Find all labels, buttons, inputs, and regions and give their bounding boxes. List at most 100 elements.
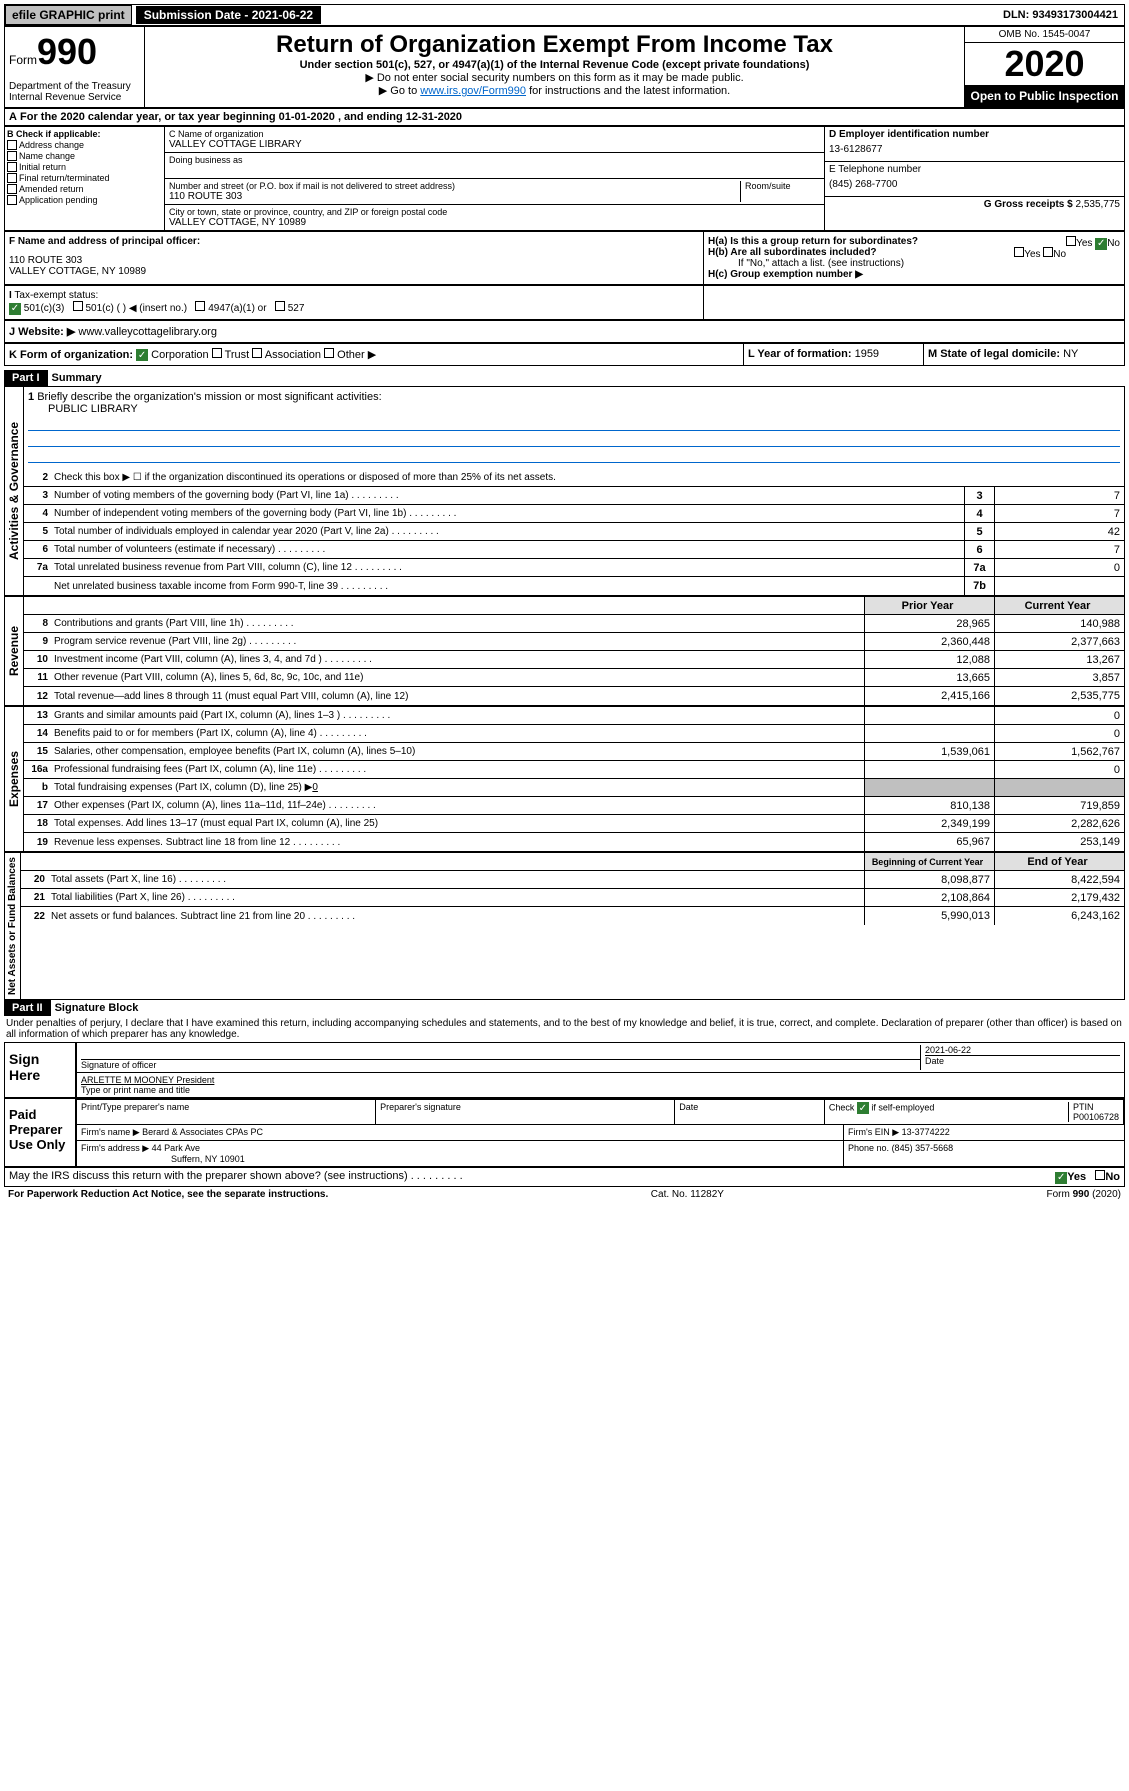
footer-left: For Paperwork Reduction Act Notice, see … bbox=[8, 1189, 328, 1200]
val3: 7 bbox=[994, 487, 1124, 504]
discuss-no[interactable] bbox=[1095, 1170, 1105, 1180]
note2-pre: ▶ Go to bbox=[379, 85, 420, 97]
firm-name-label: Firm's name ▶ bbox=[81, 1127, 140, 1137]
mission-text: PUBLIC LIBRARY bbox=[28, 403, 1120, 415]
p10: 12,088 bbox=[864, 651, 994, 668]
p16a bbox=[864, 761, 994, 778]
gross-receipts: 2,535,775 bbox=[1076, 199, 1121, 210]
chk-final[interactable] bbox=[7, 173, 17, 183]
year-formation: 1959 bbox=[855, 348, 879, 360]
open-inspection: Open to Public Inspection bbox=[965, 85, 1124, 107]
firm-name: Berard & Associates CPAs PC bbox=[142, 1127, 263, 1137]
chk-assoc[interactable] bbox=[252, 348, 262, 358]
omb-number: OMB No. 1545-0047 bbox=[965, 27, 1124, 43]
website-url[interactable]: www.valleycottagelibrary.org bbox=[78, 326, 217, 338]
firm-addr-label: Firm's address ▶ bbox=[81, 1143, 149, 1153]
chk-corp[interactable]: ✓ bbox=[136, 349, 148, 361]
c12: 2,535,775 bbox=[994, 687, 1124, 705]
entity-block: B Check if applicable: Address change Na… bbox=[4, 126, 1125, 231]
hc-label: H(c) Group exemption number ▶ bbox=[708, 269, 863, 280]
website-label: J Website: ▶ bbox=[9, 326, 75, 338]
p19: 65,967 bbox=[864, 833, 994, 851]
c22: 6,243,162 bbox=[994, 907, 1124, 925]
p14 bbox=[864, 725, 994, 742]
tax-year: 2020 bbox=[965, 43, 1124, 85]
line13: Grants and similar amounts paid (Part IX… bbox=[54, 708, 864, 723]
line3: Number of voting members of the governin… bbox=[54, 488, 964, 503]
chk-other[interactable] bbox=[324, 348, 334, 358]
chk-addr[interactable] bbox=[7, 140, 17, 150]
ha-yes[interactable] bbox=[1066, 236, 1076, 246]
form-subtitle: Under section 501(c), 527, or 4947(a)(1)… bbox=[149, 59, 960, 71]
footer: For Paperwork Reduction Act Notice, see … bbox=[4, 1187, 1125, 1202]
end-hdr: End of Year bbox=[994, 853, 1124, 870]
begin-hdr: Beginning of Current Year bbox=[864, 853, 994, 870]
part1-title: Summary bbox=[52, 372, 102, 384]
p18: 2,349,199 bbox=[864, 815, 994, 832]
officer-label: F Name and address of principal officer: bbox=[9, 236, 200, 247]
val7a: 0 bbox=[994, 559, 1124, 576]
vert-revenue: Revenue bbox=[5, 597, 24, 705]
c20: 8,422,594 bbox=[994, 871, 1124, 888]
form-header: Form990 Department of the Treasury Inter… bbox=[4, 26, 1125, 108]
chk-name[interactable] bbox=[7, 151, 17, 161]
top-bar: efile GRAPHIC print Submission Date - 20… bbox=[4, 4, 1125, 26]
chk-527[interactable] bbox=[275, 301, 285, 311]
paid-preparer: Paid Preparer Use Only Print/Type prepar… bbox=[4, 1098, 1125, 1167]
discuss-row: May the IRS discuss this return with the… bbox=[4, 1167, 1125, 1187]
officer-h-row: F Name and address of principal officer:… bbox=[4, 231, 1125, 285]
line19: Revenue less expenses. Subtract line 18 … bbox=[54, 835, 864, 850]
line11: Other revenue (Part VIII, column (A), li… bbox=[54, 670, 864, 685]
dba-label: Doing business as bbox=[169, 155, 820, 165]
state-domicile: NY bbox=[1063, 348, 1078, 360]
line7b: Net unrelated business taxable income fr… bbox=[54, 579, 964, 594]
line9: Program service revenue (Part VIII, line… bbox=[54, 634, 864, 649]
prep-col1: Print/Type preparer's name bbox=[77, 1100, 376, 1125]
ha-no-checked[interactable]: ✓ bbox=[1095, 238, 1107, 250]
chk-app[interactable] bbox=[7, 195, 17, 205]
c15: 1,562,767 bbox=[994, 743, 1124, 760]
chk-4947[interactable] bbox=[195, 301, 205, 311]
c16a: 0 bbox=[994, 761, 1124, 778]
p11: 13,665 bbox=[864, 669, 994, 686]
date-label: Date bbox=[925, 1055, 1120, 1066]
chk-self-emp[interactable]: ✓ bbox=[857, 1102, 869, 1114]
p22: 5,990,013 bbox=[864, 907, 994, 925]
chk-trust[interactable] bbox=[212, 348, 222, 358]
line15: Salaries, other compensation, employee b… bbox=[54, 744, 864, 759]
m-label: M State of legal domicile: bbox=[928, 348, 1060, 360]
addr-label: Number and street (or P.O. box if mail i… bbox=[169, 181, 740, 191]
ha-label: H(a) Is this a group return for subordin… bbox=[708, 236, 918, 247]
sign-here: Sign Here Signature of officer2021-06-22… bbox=[4, 1042, 1125, 1098]
firm-ein: 13-3774222 bbox=[902, 1127, 950, 1137]
line22: Net assets or fund balances. Subtract li… bbox=[51, 909, 864, 924]
prep-phone: (845) 357-5668 bbox=[892, 1143, 954, 1153]
line1-desc: Briefly describe the organization's miss… bbox=[37, 391, 381, 403]
hb-yes[interactable] bbox=[1014, 247, 1024, 257]
discuss-yes[interactable]: ✓ bbox=[1055, 1172, 1067, 1184]
vert-governance: Activities & Governance bbox=[5, 387, 24, 595]
submission-date: Submission Date - 2021-06-22 bbox=[136, 6, 321, 24]
part2-title: Signature Block bbox=[55, 1002, 139, 1014]
chk-amended[interactable] bbox=[7, 184, 17, 194]
line2: Check this box ▶ ☐ if the organization d… bbox=[54, 470, 1124, 485]
p9: 2,360,448 bbox=[864, 633, 994, 650]
chk-501c[interactable] bbox=[73, 301, 83, 311]
c18: 2,282,626 bbox=[994, 815, 1124, 832]
val16b: 0 bbox=[312, 782, 318, 793]
footer-right: Form 990 (2020) bbox=[1047, 1189, 1121, 1200]
website-row: J Website: ▶ www.valleycottagelibrary.or… bbox=[4, 320, 1125, 343]
c14: 0 bbox=[994, 725, 1124, 742]
netassets-section: Net Assets or Fund Balances Beginning of… bbox=[4, 852, 1125, 1000]
chk-initial[interactable] bbox=[7, 162, 17, 172]
firm-ein-label: Firm's EIN ▶ bbox=[848, 1127, 899, 1137]
form-title: Return of Organization Exempt From Incom… bbox=[149, 31, 960, 59]
note2-post: for instructions and the latest informat… bbox=[526, 85, 730, 97]
vert-expenses: Expenses bbox=[5, 707, 24, 851]
efile-button[interactable]: efile GRAPHIC print bbox=[5, 5, 132, 25]
irs-link[interactable]: www.irs.gov/Form990 bbox=[420, 85, 526, 97]
line21: Total liabilities (Part X, line 26) bbox=[51, 890, 864, 905]
chk-501c3[interactable]: ✓ bbox=[9, 303, 21, 315]
p17: 810,138 bbox=[864, 797, 994, 814]
hb-no[interactable] bbox=[1043, 247, 1053, 257]
